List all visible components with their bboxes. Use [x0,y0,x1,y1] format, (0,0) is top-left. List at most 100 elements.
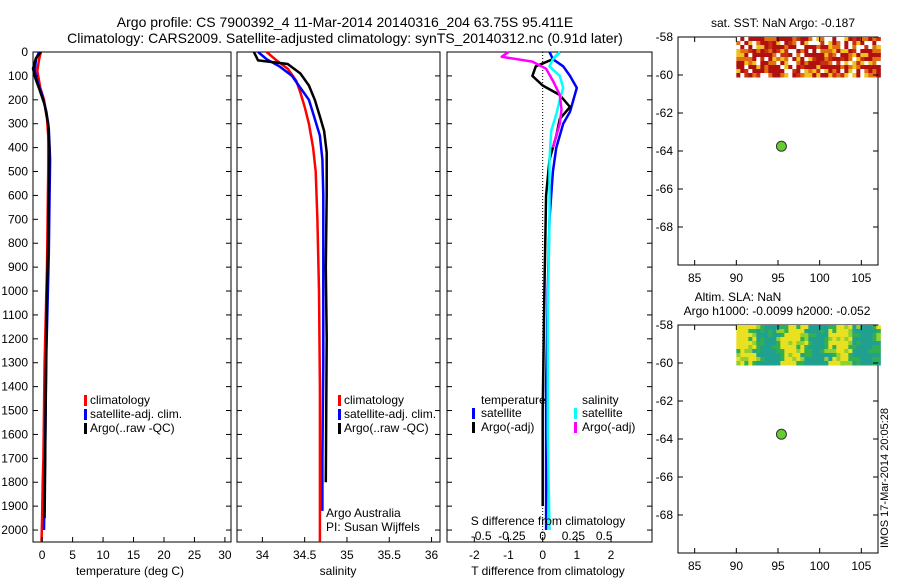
map-x-tick-label: 105 [851,271,871,285]
map-cell [832,345,837,350]
map-cell [740,69,745,74]
map-cell [776,353,781,358]
map-cell [804,57,809,62]
map-cell [776,357,781,362]
map-cell [864,325,869,330]
map-cell [800,53,805,58]
depth-tick-label: 1000 [1,284,28,298]
map-cell [876,61,881,66]
map-cell [828,333,833,338]
map-cell [852,69,857,74]
salinity-series-group [252,51,328,542]
map-cell [876,53,881,58]
sla-map: Altim. SLA: NaN Argo h1000: -0.0099 h200… [656,290,881,573]
x-tick-label: 36 [425,548,439,562]
map-cell [840,49,845,54]
map-cell [876,41,881,46]
map-y-tick-label: -58 [656,30,674,44]
map-cell [836,37,841,42]
map-cell [828,61,833,66]
x-tick-label: 2 [608,548,615,562]
map-cell [792,37,797,42]
map-cell [740,49,745,54]
map-cell [872,45,877,50]
map-cell [840,37,845,42]
map-cell [844,57,849,62]
map-cell [796,41,801,46]
map-cell [852,57,857,62]
map-cell [876,329,881,334]
map-cell [868,49,873,54]
map-y-tick-label: -68 [656,508,674,522]
map-cell [752,353,757,358]
map-cell [752,41,757,46]
map-cell [828,349,833,354]
map-cell [812,53,817,58]
map-cell [768,37,773,42]
map-cell [868,349,873,354]
map-cell [756,61,761,66]
map-cell [768,69,773,74]
temperature-xlabel: temperature (deg C) [76,564,184,578]
map-cell [804,341,809,346]
map-cell [868,61,873,66]
map-cell [776,69,781,74]
map-cell [768,353,773,358]
map-cell [780,49,785,54]
map-cell [744,61,749,66]
header-title-line1: Argo profile: CS 7900392_4 11-Mar-2014 2… [117,14,573,30]
x-tick-label: 5 [69,548,76,562]
depth-tick-label: 100 [8,69,28,83]
map-cell [772,69,777,74]
map-cell [756,37,761,42]
map-cell [740,333,745,338]
salinity-xlabel: salinity [320,564,357,578]
map-cell [780,41,785,46]
map-cell [824,45,829,50]
map-y-tick-label: -60 [656,356,674,370]
map-cell [752,333,757,338]
map-cell [752,357,757,362]
map-cell [832,37,837,42]
map-cell [868,329,873,334]
map-cell [808,349,813,354]
map-cell [808,329,813,334]
map-x-tick-label: 100 [810,271,830,285]
map-cell [852,329,857,334]
map-cell [876,57,881,62]
salinity-diff-tick-label: -0.25 [498,529,526,543]
map-cell [832,41,837,46]
map-cell [844,361,849,366]
map-cell [752,65,757,70]
map-cell [864,65,869,70]
map-cell [776,349,781,354]
map-cell [804,345,809,350]
map-cell [852,333,857,338]
map-cell [736,53,741,58]
map-cell [760,65,765,70]
map-cell [772,53,777,58]
map-cell [736,353,741,358]
map-cell [832,337,837,342]
map-cell [816,37,821,42]
map-cell [768,45,773,50]
map-cell [744,337,749,342]
map-cell [764,349,769,354]
map-cell [820,349,825,354]
map-cell [868,69,873,74]
map-cell [752,325,757,330]
map-cell [868,37,873,42]
map-cell [868,341,873,346]
map-cell [812,325,817,330]
map-cell [828,341,833,346]
map-cell [820,61,825,66]
map-cell [800,353,805,358]
x-tick-label: 34 [256,548,270,562]
map-cell [856,341,861,346]
map-cell [828,49,833,54]
map-cell [756,325,761,330]
map-cell [820,69,825,74]
x-tick-label: 10 [96,548,110,562]
map-cell [856,41,861,46]
